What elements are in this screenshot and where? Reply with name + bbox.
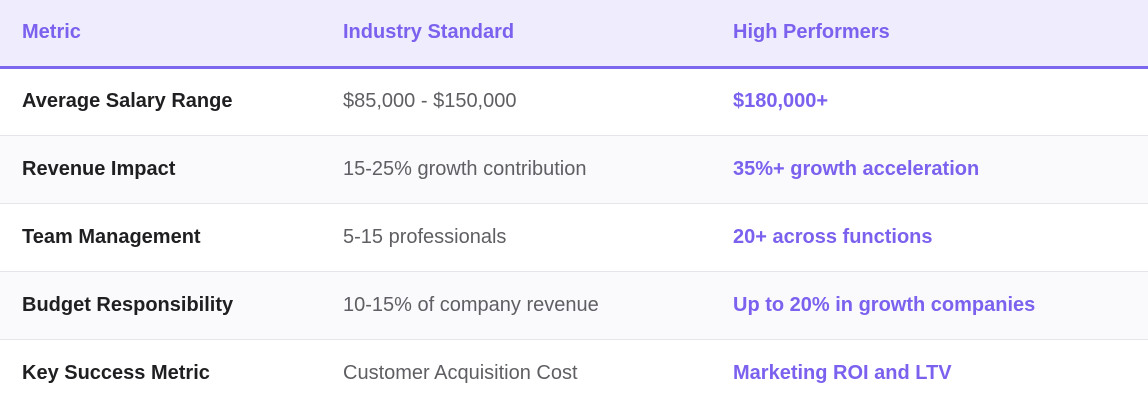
high-performer-cell: $180,000+ xyxy=(733,90,829,112)
industry-cell: 15-25% growth contribution xyxy=(343,157,587,180)
metric-cell: Team Management xyxy=(22,225,201,248)
table-row: Team Management 5-15 professionals 20+ a… xyxy=(0,203,1148,271)
high-performer-cell: 20+ across functions xyxy=(733,225,933,248)
table-row: Average Salary Range $85,000 - $150,000 … xyxy=(0,67,1148,135)
industry-cell: 5-15 professionals xyxy=(343,225,507,248)
industry-cell: Customer Acquisition Cost xyxy=(343,361,578,384)
high-performer-cell: 35%+ growth acceleration xyxy=(733,157,980,180)
header-industry-standard: Industry Standard xyxy=(321,0,711,69)
high-performer-cell: Marketing ROI and LTV xyxy=(733,361,952,384)
table-row: Budget Responsibility 10-15% of company … xyxy=(0,271,1148,339)
table-row: Revenue Impact 15-25% growth contributio… xyxy=(0,135,1148,203)
table-body: Average Salary Range $85,000 - $150,000 … xyxy=(0,67,1148,407)
high-performer-cell: Up to 20% in growth companies xyxy=(733,293,1036,316)
industry-cell: $85,000 - $150,000 xyxy=(343,90,517,112)
header-high-performers: High Performers xyxy=(711,0,1148,69)
metric-cell: Key Success Metric xyxy=(22,361,210,384)
table-row: Key Success Metric Customer Acquisition … xyxy=(0,339,1148,407)
industry-cell: 10-15% of company revenue xyxy=(343,293,599,316)
header-row: Metric Industry Standard High Performers xyxy=(0,0,1148,69)
metric-cell: Average Salary Range xyxy=(22,90,233,112)
table-header: Metric Industry Standard High Performers xyxy=(0,0,1148,69)
header-metric: Metric xyxy=(0,0,321,69)
metric-cell: Revenue Impact xyxy=(22,157,176,180)
metric-cell: Budget Responsibility xyxy=(22,293,234,316)
